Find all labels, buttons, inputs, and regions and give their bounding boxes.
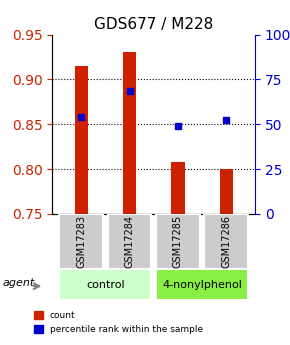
FancyBboxPatch shape [59,214,103,269]
FancyBboxPatch shape [108,214,151,269]
Text: GSM17286: GSM17286 [221,215,231,268]
Text: control: control [86,280,125,289]
Text: GSM17285: GSM17285 [173,215,183,268]
FancyBboxPatch shape [59,269,151,300]
Text: agent: agent [3,278,35,288]
Text: GSM17283: GSM17283 [76,215,86,268]
FancyBboxPatch shape [204,214,248,269]
Bar [220,169,233,214]
Bar [75,66,88,214]
Bar [123,52,136,214]
Bar [171,162,184,214]
FancyBboxPatch shape [156,269,248,300]
FancyBboxPatch shape [156,214,200,269]
Text: 4-nonylphenol: 4-nonylphenol [162,280,242,289]
Legend: count, percentile rank within the sample: count, percentile rank within the sample [34,311,203,334]
Title: GDS677 / M228: GDS677 / M228 [94,17,213,32]
Text: GSM17284: GSM17284 [124,215,135,268]
